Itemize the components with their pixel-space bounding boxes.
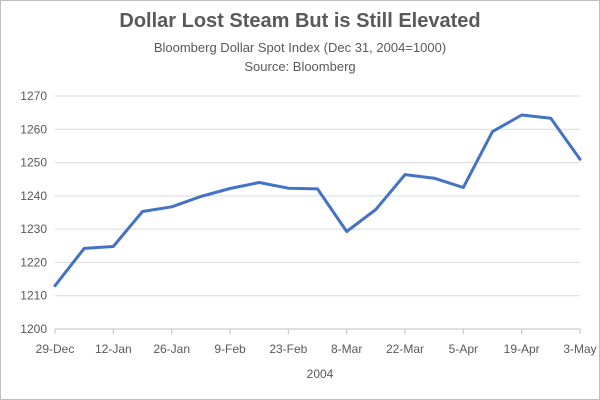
y-tick-label: 1250 xyxy=(20,156,47,170)
x-tick-label: 29-Dec xyxy=(36,342,75,356)
chart-source: Source: Bloomberg xyxy=(244,59,356,74)
chart-subtitle: Bloomberg Dollar Spot Index (Dec 31, 200… xyxy=(153,40,447,55)
y-tick-labels: 1200 1210 1220 1230 1240 1250 1260 1270 xyxy=(20,89,47,336)
data-point xyxy=(112,245,115,248)
data-point xyxy=(462,186,465,189)
y-tick-label: 1210 xyxy=(20,289,47,303)
x-tick-label: 22-Mar xyxy=(386,342,424,356)
x-tick-label: 9-Feb xyxy=(214,342,246,356)
data-point xyxy=(549,117,553,120)
data-point xyxy=(578,158,582,161)
x-tick-label: 12-Jan xyxy=(95,342,132,356)
x-tick-label: 19-Apr xyxy=(504,342,540,356)
series-line xyxy=(53,113,582,288)
y-tick-label: 1230 xyxy=(20,222,47,236)
data-point xyxy=(141,210,144,213)
data-point xyxy=(199,195,203,198)
x-tick-labels: 29-Dec 12-Jan 26-Jan 9-Feb 23-Feb 8-Mar 22-Mar… xyxy=(36,329,597,356)
data-point xyxy=(82,247,86,250)
data-point xyxy=(403,173,407,176)
x-tick-label: 3-May xyxy=(563,342,596,356)
x-tick-label: 8-Mar xyxy=(331,342,362,356)
gridlines xyxy=(55,95,580,330)
data-point xyxy=(491,130,494,133)
data-point xyxy=(170,205,173,209)
y-tick-label: 1220 xyxy=(20,255,47,269)
x-tick-label: 23-Feb xyxy=(269,342,307,356)
chart-title: Dollar Lost Steam But is Still Elevated xyxy=(119,10,481,32)
data-point xyxy=(53,284,57,287)
data-point xyxy=(257,181,261,184)
data-point xyxy=(316,187,319,191)
data-point xyxy=(374,208,378,211)
y-tick-label: 1200 xyxy=(20,322,47,336)
data-point xyxy=(228,187,232,190)
series-group xyxy=(53,113,582,288)
x-tick-label: 5-Apr xyxy=(449,342,478,356)
y-tick-label: 1260 xyxy=(20,122,47,136)
data-point xyxy=(287,187,290,190)
y-tick-label: 1240 xyxy=(20,189,47,203)
data-point xyxy=(520,113,523,117)
x-tick-label: 26-Jan xyxy=(153,342,190,356)
data-point xyxy=(345,230,348,233)
x-axis-title: 2004 xyxy=(307,367,334,381)
data-point xyxy=(432,177,436,180)
y-tick-label: 1270 xyxy=(20,89,47,103)
